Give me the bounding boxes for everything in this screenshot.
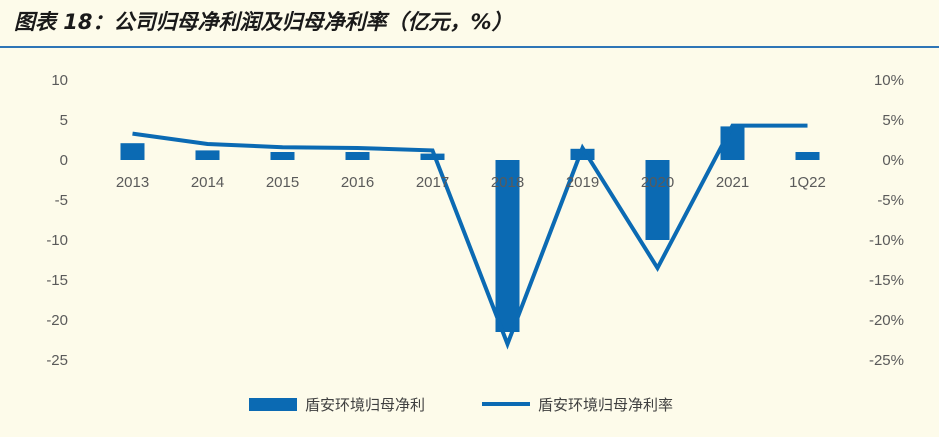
x-tick-label: 2017: [416, 174, 449, 191]
y-right-tick-label: 0%: [882, 152, 904, 169]
legend-line-swatch: [482, 402, 530, 406]
bar-2019: [570, 148, 595, 160]
title-banner: 图表 18：公司归母净利润及归母净利率（亿元，%）: [0, 0, 939, 48]
x-tick-label: 2019: [566, 174, 599, 191]
y-left-tick-label: 10: [51, 72, 68, 89]
x-tick-label: 2020: [641, 174, 674, 191]
x-tick-label: 2018: [491, 174, 524, 191]
legend-label-line: 盾安环境归母净利率: [538, 395, 674, 414]
y-left-tick-label: -15: [46, 272, 68, 289]
y-left-tick-label: -10: [46, 232, 68, 249]
y-left-tick-label: 5: [60, 112, 68, 129]
bottom-margin: [0, 434, 939, 437]
y-right-tick-label: -5%: [877, 192, 904, 209]
y-right-tick-label: 5%: [882, 112, 904, 129]
y-left-tick-label: -20: [46, 312, 68, 329]
bar-2013: [120, 143, 145, 160]
y-left-tick-label: 0: [60, 152, 68, 169]
chart-title: 图表 18：公司归母净利润及归母净利率（亿元，%）: [14, 10, 513, 34]
bar-2017: [420, 153, 445, 160]
y-right-tick-label: -10%: [869, 232, 904, 249]
legend-item-bar: 盾安环境归母净利: [249, 393, 425, 415]
x-tick-label: 2021: [716, 174, 749, 191]
legend: 盾安环境归母净利 盾安环境归母净利率: [0, 393, 939, 415]
bar-2014: [195, 150, 220, 160]
x-tick-label: 2014: [191, 174, 224, 191]
y-right-tick-label: -20%: [869, 312, 904, 329]
x-tick-label: 2013: [116, 174, 149, 191]
title-divider: [0, 46, 939, 48]
legend-label-bar: 盾安环境归母净利: [305, 395, 426, 414]
bar-2020: [645, 160, 670, 240]
bar-1Q22: [795, 152, 820, 160]
x-tick-label: 2016: [341, 174, 374, 191]
chart-plot: 2013 2014 2015 2016 2017 2018 2019 2020 2021 1Q22…: [46, 72, 904, 369]
bar-2016: [345, 152, 370, 160]
legend-bar-swatch: [249, 397, 297, 411]
x-tick-label: 2015: [266, 174, 299, 191]
y-left-tick-label: -5: [55, 192, 68, 209]
y-right-tick-label: 10%: [874, 72, 904, 89]
y-right-tick-label: -25%: [869, 352, 904, 369]
y-right-tick-label: -15%: [869, 272, 904, 289]
series-line-net-margin: [132, 123, 808, 350]
y-left-tick-label: -25: [46, 352, 68, 369]
legend-item-line: 盾安环境归母净利率: [482, 393, 673, 415]
bar-2018: [495, 160, 520, 332]
bar-2015: [270, 152, 295, 160]
x-tick-label: 1Q22: [789, 174, 826, 191]
